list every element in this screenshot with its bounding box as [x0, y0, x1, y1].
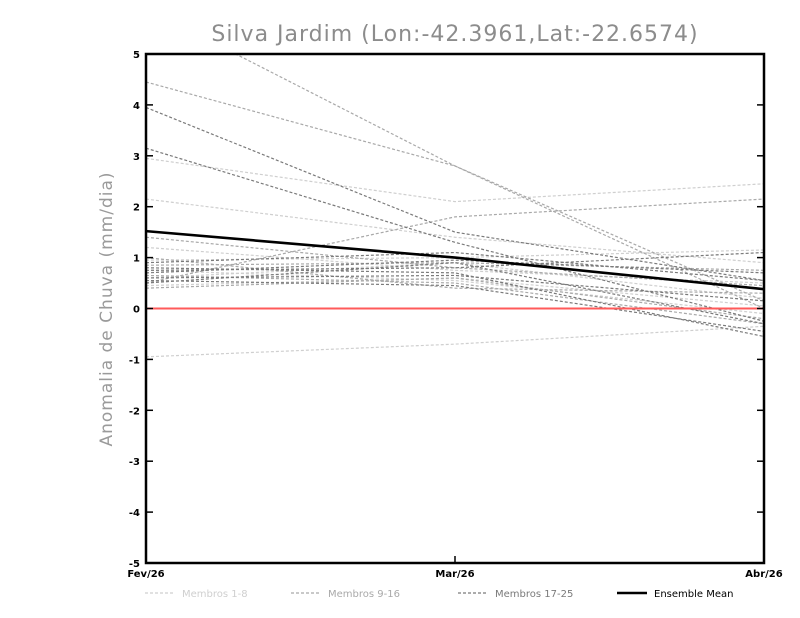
member-line-group2-5: [146, 274, 764, 325]
y-axis-ticks: -5 -4 -3 -2 -1 0 1 2 3 4 5: [129, 50, 764, 570]
member-line-group3-3: [146, 251, 764, 271]
member-line-group3-5: [146, 274, 764, 302]
y-tick-label: 2: [133, 203, 140, 214]
member-line-group3-6: [146, 279, 764, 332]
legend-label-1: Membros 1-8: [182, 589, 248, 600]
chart-title: Silva Jardim (Lon:-42.3961,Lat:-22.6574): [211, 22, 698, 47]
member-line-group1-2: [146, 157, 764, 203]
y-tick-label: -5: [129, 559, 140, 570]
member-line-group2-4: [146, 236, 764, 287]
member-lines: [146, 54, 764, 358]
y-tick-label: 5: [133, 50, 140, 61]
member-line-group1-4: [146, 249, 764, 261]
y-tick-label: -2: [129, 406, 140, 417]
member-line-group2-7: [146, 277, 764, 320]
legend-label-4: Ensemble Mean: [654, 589, 733, 600]
ensemble-mean-line: [145, 229, 765, 291]
y-tick-label: 0: [133, 305, 140, 316]
member-line-group1-8: [146, 269, 764, 315]
y-tick-label: 1: [133, 254, 140, 265]
member-line-group2-6: [146, 262, 764, 271]
member-line-group3-2: [146, 147, 764, 322]
member-line-group3-8: [146, 251, 764, 282]
legend: Membros 1-8 Membros 9-16 Membros 17-25 Ense…: [145, 589, 733, 600]
x-tick-label: Fev/26: [127, 569, 164, 580]
legend-label-3: Membros 17-25: [495, 589, 573, 600]
ensemble-mean-line-group: [145, 229, 765, 291]
y-tick-label: 4: [133, 101, 140, 112]
member-line-group2-2: [234, 54, 764, 310]
y-tick-label: -3: [129, 457, 140, 468]
member-line-group3-1: [146, 106, 764, 282]
y-tick-label: -4: [129, 508, 140, 519]
legend-label-2: Membros 9-16: [328, 589, 400, 600]
x-tick-label: Mar/26: [435, 569, 474, 580]
y-axis-label: Anomalia de Chuva (mm/dia): [97, 171, 117, 446]
member-line-group1-3: [146, 325, 764, 358]
x-tick-label: Abr/26: [745, 569, 782, 580]
x-axis-ticks: Fev/26 Mar/26 Abr/26: [127, 556, 783, 580]
member-line-group2-8: [146, 257, 764, 294]
member-line-group1-6: [146, 277, 764, 307]
member-line-group1-1: [146, 198, 764, 264]
member-line-group3-4: [146, 259, 764, 274]
member-line-group1-5: [146, 262, 764, 299]
y-tick-label: -1: [129, 355, 140, 366]
y-tick-label: 3: [133, 152, 140, 163]
member-line-group2-3: [146, 198, 764, 284]
